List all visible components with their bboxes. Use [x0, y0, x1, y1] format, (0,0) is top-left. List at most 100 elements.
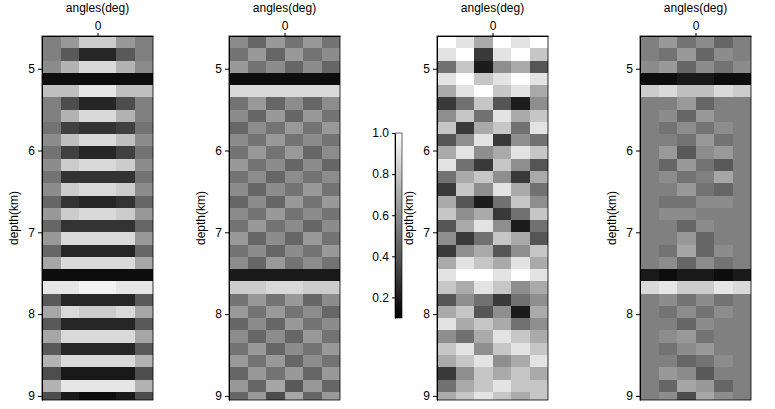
tick: 8: [215, 307, 229, 321]
cell: [640, 330, 659, 343]
cell: [733, 281, 752, 294]
cell: [696, 110, 715, 123]
cell: [79, 171, 98, 184]
cell: [42, 85, 61, 98]
cell: [303, 380, 322, 393]
cell: [456, 183, 475, 196]
cell: [303, 367, 322, 380]
cell: [659, 146, 678, 159]
cell: [303, 269, 322, 282]
cell: [98, 134, 117, 147]
cell: [285, 257, 304, 270]
cell: [266, 208, 285, 221]
tick-mark: [433, 232, 437, 233]
cell: [677, 208, 696, 221]
cell: [116, 183, 135, 196]
cell: [266, 330, 285, 343]
cell: [42, 48, 61, 61]
cell: [266, 48, 285, 61]
cell: [530, 61, 549, 74]
cell: [456, 110, 475, 123]
cell: [303, 196, 322, 209]
cell: [285, 294, 304, 307]
cell: [248, 306, 267, 319]
cell: [42, 134, 61, 147]
cell: [493, 48, 512, 61]
cell: [266, 392, 285, 400]
cell: [79, 146, 98, 159]
cell: [266, 318, 285, 331]
cell: [42, 73, 61, 86]
cell: [474, 48, 493, 61]
cell: [98, 330, 117, 343]
cell: [696, 48, 715, 61]
cell: [135, 257, 154, 270]
cell: [303, 343, 322, 356]
cell: [493, 220, 512, 233]
tick-mark: [636, 232, 640, 233]
cell: [61, 61, 80, 74]
cell: [303, 97, 322, 110]
tick-label: 6: [28, 144, 35, 158]
cell: [456, 146, 475, 159]
cell: [79, 208, 98, 221]
cell: [437, 257, 456, 270]
cell: [98, 61, 117, 74]
cell: [42, 110, 61, 123]
cell: [42, 269, 61, 282]
cell: [322, 306, 341, 319]
cell: [511, 330, 530, 343]
cell: [266, 73, 285, 86]
tick-mark: [433, 69, 437, 70]
tick: 5: [215, 62, 229, 76]
cell: [659, 343, 678, 356]
cell: [42, 183, 61, 196]
cell: [474, 330, 493, 343]
cell: [229, 257, 248, 270]
cell: [714, 134, 733, 147]
cell: [659, 380, 678, 393]
cell: [493, 196, 512, 209]
cell: [116, 85, 135, 98]
cell: [714, 183, 733, 196]
cell: [511, 318, 530, 331]
cell: [474, 245, 493, 258]
cell: [456, 392, 475, 400]
cell: [640, 97, 659, 110]
cell: [659, 85, 678, 98]
cell: [511, 245, 530, 258]
cell: [733, 269, 752, 282]
cell: [714, 36, 733, 49]
tick: 7: [28, 226, 42, 240]
cell: [493, 281, 512, 294]
cell: [303, 257, 322, 270]
cell: [696, 196, 715, 209]
cell: [285, 343, 304, 356]
cell: [229, 122, 248, 135]
cell: [493, 306, 512, 319]
cell: [640, 257, 659, 270]
tick-mark: [225, 396, 229, 397]
cell: [98, 36, 117, 49]
cell: [659, 159, 678, 172]
tick-label: 7: [423, 226, 430, 240]
cell: [456, 330, 475, 343]
cell: [98, 281, 117, 294]
cell: [493, 343, 512, 356]
cell: [285, 110, 304, 123]
colorbar: 1.00.80.60.40.2: [372, 126, 402, 318]
cell: [61, 367, 80, 380]
cell: [229, 159, 248, 172]
cell: [79, 380, 98, 393]
cell: [493, 380, 512, 393]
cell: [248, 232, 267, 245]
cell: [474, 183, 493, 196]
x-axis: 0: [230, 19, 341, 37]
cell: [733, 97, 752, 110]
cell: [640, 159, 659, 172]
cell: [437, 367, 456, 380]
cell: [530, 257, 549, 270]
tick-label: 8: [28, 307, 35, 321]
cell: [659, 281, 678, 294]
tick-mark: [392, 256, 395, 257]
